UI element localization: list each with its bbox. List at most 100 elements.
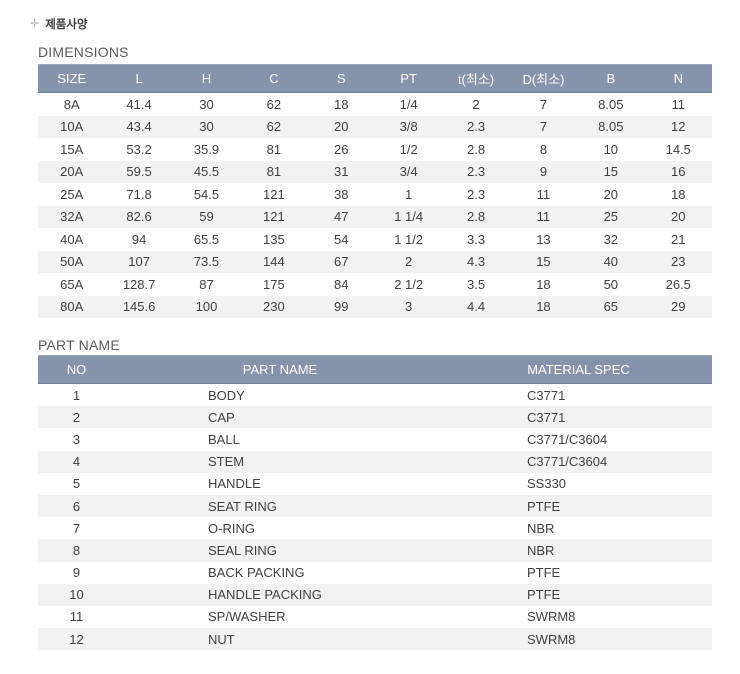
table-cell: SS330 <box>527 476 567 492</box>
table-cell: SWRM8 <box>445 628 712 651</box>
part-name-table-head: NO PART NAME MATERIAL SPEC <box>38 355 712 384</box>
table-cell: 8.05 <box>577 115 645 138</box>
table-cell: PTFE <box>445 494 712 518</box>
table-row: 6 SEAT RING PTFE <box>38 494 712 518</box>
table-cell: 73.5 <box>172 250 241 273</box>
table-cell: SWRM8 <box>527 609 576 625</box>
table-row: 15A 53.2 35.9 81 26 1/2 2.8 8 10 14.5 <box>38 138 712 161</box>
table-cell: 62 <box>266 96 282 112</box>
table-cell: HANDLE PACKING <box>115 583 445 606</box>
table-cell: 121 <box>263 186 285 202</box>
table-row: 3 BALL C3771/C3604 <box>38 428 712 450</box>
part-name-table-body: 1 BODY C3771 2 CAP C3771 3 BALL C3771/C3604 4 STEM… <box>38 384 712 651</box>
table-cell: 2.3 <box>442 160 510 183</box>
table-cell: 10A <box>38 115 106 138</box>
table-cell: 2.8 <box>442 205 510 228</box>
table-cell: SP/WASHER <box>208 609 286 625</box>
table-cell: 65.5 <box>193 231 220 247</box>
table-cell: 11 <box>69 609 84 625</box>
section-label-text: 제품사양 <box>45 19 88 31</box>
table-cell: PTFE <box>527 565 561 581</box>
table-cell: 81 <box>240 160 308 183</box>
table-cell: 1/2 <box>399 141 418 157</box>
table-cell: 40 <box>577 250 645 273</box>
table-cell: 94 <box>131 231 147 247</box>
table-cell: 87 <box>199 276 214 292</box>
table-row: 20A 59.5 45.5 81 31 3/4 2.3 9 15 16 <box>38 160 712 183</box>
table-cell: 145.6 <box>105 295 173 318</box>
table-cell: 1 <box>72 387 81 403</box>
table-cell: 9 <box>72 565 81 581</box>
table-cell: 107 <box>105 250 173 273</box>
table-cell: 8 <box>539 141 548 157</box>
table-cell: 54.5 <box>193 186 220 202</box>
table-cell: 135 <box>263 231 285 247</box>
column-header: H <box>172 64 241 93</box>
table-cell: 100 <box>172 295 241 318</box>
table-cell: 21 <box>671 231 686 247</box>
table-cell: BACK PACKING <box>208 565 305 581</box>
table-cell: 3/4 <box>374 160 443 183</box>
table-cell: 25A <box>60 186 84 202</box>
table-cell: O-RING <box>208 520 255 536</box>
column-header: PART NAME <box>115 355 445 384</box>
table-cell: 1/4 <box>399 96 418 112</box>
table-cell: 144 <box>240 250 308 273</box>
dimensions-table-body: 8A 41.4 30 62 18 1/4 2 7 8.05 11 10A 43.4 30 62 20 3/8 2… <box>38 93 712 318</box>
table-cell: 4 <box>38 450 115 473</box>
table-cell: 40A <box>60 231 84 247</box>
table-cell: BALL <box>208 431 240 447</box>
table-cell: 16 <box>644 160 712 183</box>
table-cell: 15 <box>509 250 578 273</box>
table-cell: 3 <box>374 295 443 318</box>
column-header: NO <box>38 355 115 384</box>
table-cell: 62 <box>240 115 308 138</box>
table-cell: 2 1/2 <box>394 276 424 292</box>
table-cell: STEM <box>115 450 445 473</box>
table-cell: 4.3 <box>442 250 510 273</box>
table-row: 8A 41.4 30 62 18 1/4 2 7 8.05 11 <box>38 93 712 116</box>
table-cell: 80A <box>38 295 106 318</box>
table-cell: 4.4 <box>442 295 510 318</box>
table-cell: 14.5 <box>665 141 691 157</box>
table-cell: 20 <box>603 186 619 202</box>
table-row: 25A 71.8 54.5 121 38 1 2.3 11 20 18 <box>38 183 712 206</box>
table-cell: 30 <box>199 96 214 112</box>
table-cell: 32 <box>603 231 619 247</box>
table-row: 1 BODY C3771 <box>38 384 712 407</box>
table-cell: 11 <box>536 186 551 202</box>
table-cell: 71.8 <box>126 186 152 202</box>
table-cell: 32A <box>38 205 106 228</box>
table-cell: 230 <box>240 295 308 318</box>
table-cell: C3771/C3604 <box>527 431 608 447</box>
column-header: N <box>644 64 712 93</box>
table-cell: 99 <box>307 295 375 318</box>
part-name-table: NO PART NAME MATERIAL SPEC 1 BODY C3771 2 CAP C… <box>38 355 712 651</box>
column-header: D(최소) <box>509 64 578 93</box>
table-row: 11 SP/WASHER SWRM8 <box>38 606 712 628</box>
table-cell: 3/8 <box>374 115 443 138</box>
table-cell: 9 <box>509 160 578 183</box>
table-cell: CAP <box>115 406 445 429</box>
dimensions-table: SIZE L H C S PT t(최소) D(최소) B N 8A 41.4 30 62 18 1/4 2 7… <box>38 64 712 318</box>
table-cell: NBR <box>445 539 712 562</box>
table-cell: NUT <box>115 628 445 651</box>
table-cell: 2.8 <box>467 141 486 157</box>
table-cell: 1 1/2 <box>394 231 424 247</box>
table-cell: 2 <box>38 406 115 429</box>
table-cell: 59 <box>172 205 241 228</box>
section-label: ✛ 제품사양 <box>30 16 88 32</box>
table-cell: 1 1/4 <box>374 205 443 228</box>
table-cell: 84 <box>334 276 349 292</box>
table-cell: 3 <box>72 431 81 447</box>
table-cell: 5 <box>72 476 81 492</box>
table-cell: 2 <box>472 96 480 112</box>
column-header: C <box>240 64 308 93</box>
table-row: 80A 145.6 100 230 99 3 4.4 18 65 29 <box>38 295 712 318</box>
table-row: 7 O-RING NBR <box>38 517 712 539</box>
table-cell: 128.7 <box>122 276 156 292</box>
table-cell: 26.5 <box>665 276 691 292</box>
table-cell: C3771/C3604 <box>445 450 712 473</box>
table-cell: 11 <box>671 96 686 112</box>
table-row: 4 STEM C3771/C3604 <box>38 450 712 473</box>
